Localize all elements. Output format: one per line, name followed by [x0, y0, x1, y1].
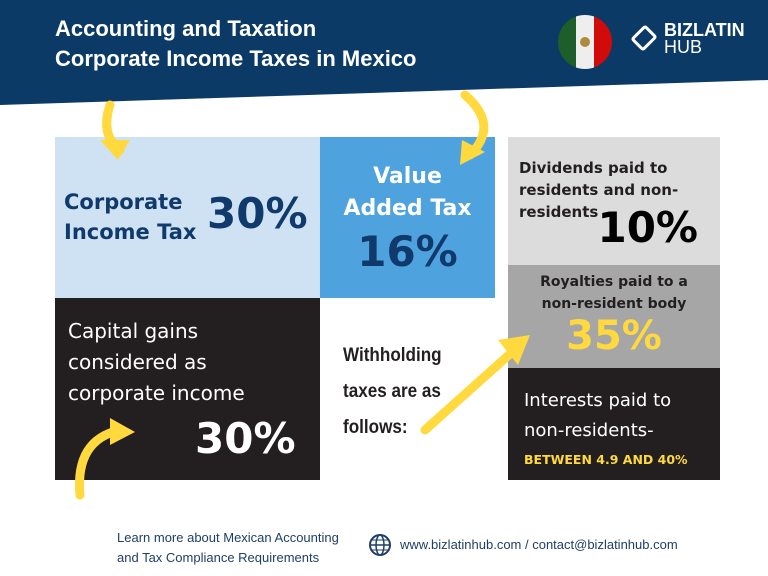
card-label: non-resident body — [541, 296, 687, 312]
card-label: Added Tax — [343, 196, 472, 221]
bizlatinhub-logo: BIZLATIN HUB — [630, 20, 745, 57]
footer-contact-link[interactable]: www.bizlatinhub.com / contact@bizlatinhu… — [400, 537, 678, 552]
card-label: Value — [373, 164, 442, 189]
arrow-head-icon — [100, 140, 130, 160]
card-label: Royalties paid to a — [540, 274, 688, 290]
card-value: 16% — [357, 227, 458, 276]
card-label: Dividends paid to — [519, 159, 668, 177]
footer-learn-more: Learn more about Mexican Accounting and T… — [117, 528, 339, 568]
title-line-1: Accounting and Taxation — [55, 16, 317, 41]
card-label: corporate income — [68, 381, 245, 405]
card-label: residents and non- — [519, 181, 679, 199]
logo-text: BIZLATIN — [664, 20, 745, 40]
card-value: 35% — [566, 313, 662, 359]
card-value: 30% — [207, 189, 308, 238]
card-label: Capital gains — [68, 319, 199, 343]
card-label: Income Tax — [64, 220, 197, 244]
mexico-flag-icon — [558, 15, 612, 69]
footer-text: Learn more about Mexican Accounting — [117, 530, 339, 545]
arrow-icon — [420, 340, 525, 435]
capital-gains-card: Capital gains considered as corporate inco… — [55, 298, 320, 480]
card-label: Corporate — [64, 190, 183, 214]
withholding-line: taxes are as — [343, 381, 441, 402]
title-line-2: Corporate Income Taxes in Mexico — [55, 46, 417, 71]
arrow-head-icon — [110, 418, 135, 445]
arrow-head-icon — [498, 335, 530, 365]
card-label: Interests paid to — [524, 390, 672, 411]
royalties-card: Royalties paid to a non-resident body 35% — [508, 265, 720, 368]
card-value: BETWEEN 4.9 AND 40% — [524, 452, 688, 467]
corporate-income-tax-card: Corporate Income Tax 30% — [55, 137, 320, 298]
card-value: 10% — [597, 203, 698, 252]
card-label: non-residents- — [524, 420, 654, 441]
vat-card: Value Added Tax 16% — [320, 137, 495, 298]
dividends-card: Dividends paid to residents and non-resid… — [508, 137, 720, 265]
footer-text: and Tax Compliance Requirements — [117, 550, 320, 565]
card-label: considered as — [68, 350, 207, 374]
arrow-head-icon — [460, 140, 485, 165]
withholding-heading: Withholding taxes are as follows: — [343, 338, 442, 446]
withholding-line: follows: — [343, 417, 408, 438]
card-value: 30% — [195, 414, 296, 463]
globe-icon — [369, 534, 391, 556]
interests-card: Interests paid to non-residents- BETWEEN … — [508, 368, 720, 480]
logo-text-hub: HUB — [664, 37, 703, 57]
withholding-line: Withholding — [343, 345, 442, 366]
card-label: residents — [519, 203, 599, 221]
